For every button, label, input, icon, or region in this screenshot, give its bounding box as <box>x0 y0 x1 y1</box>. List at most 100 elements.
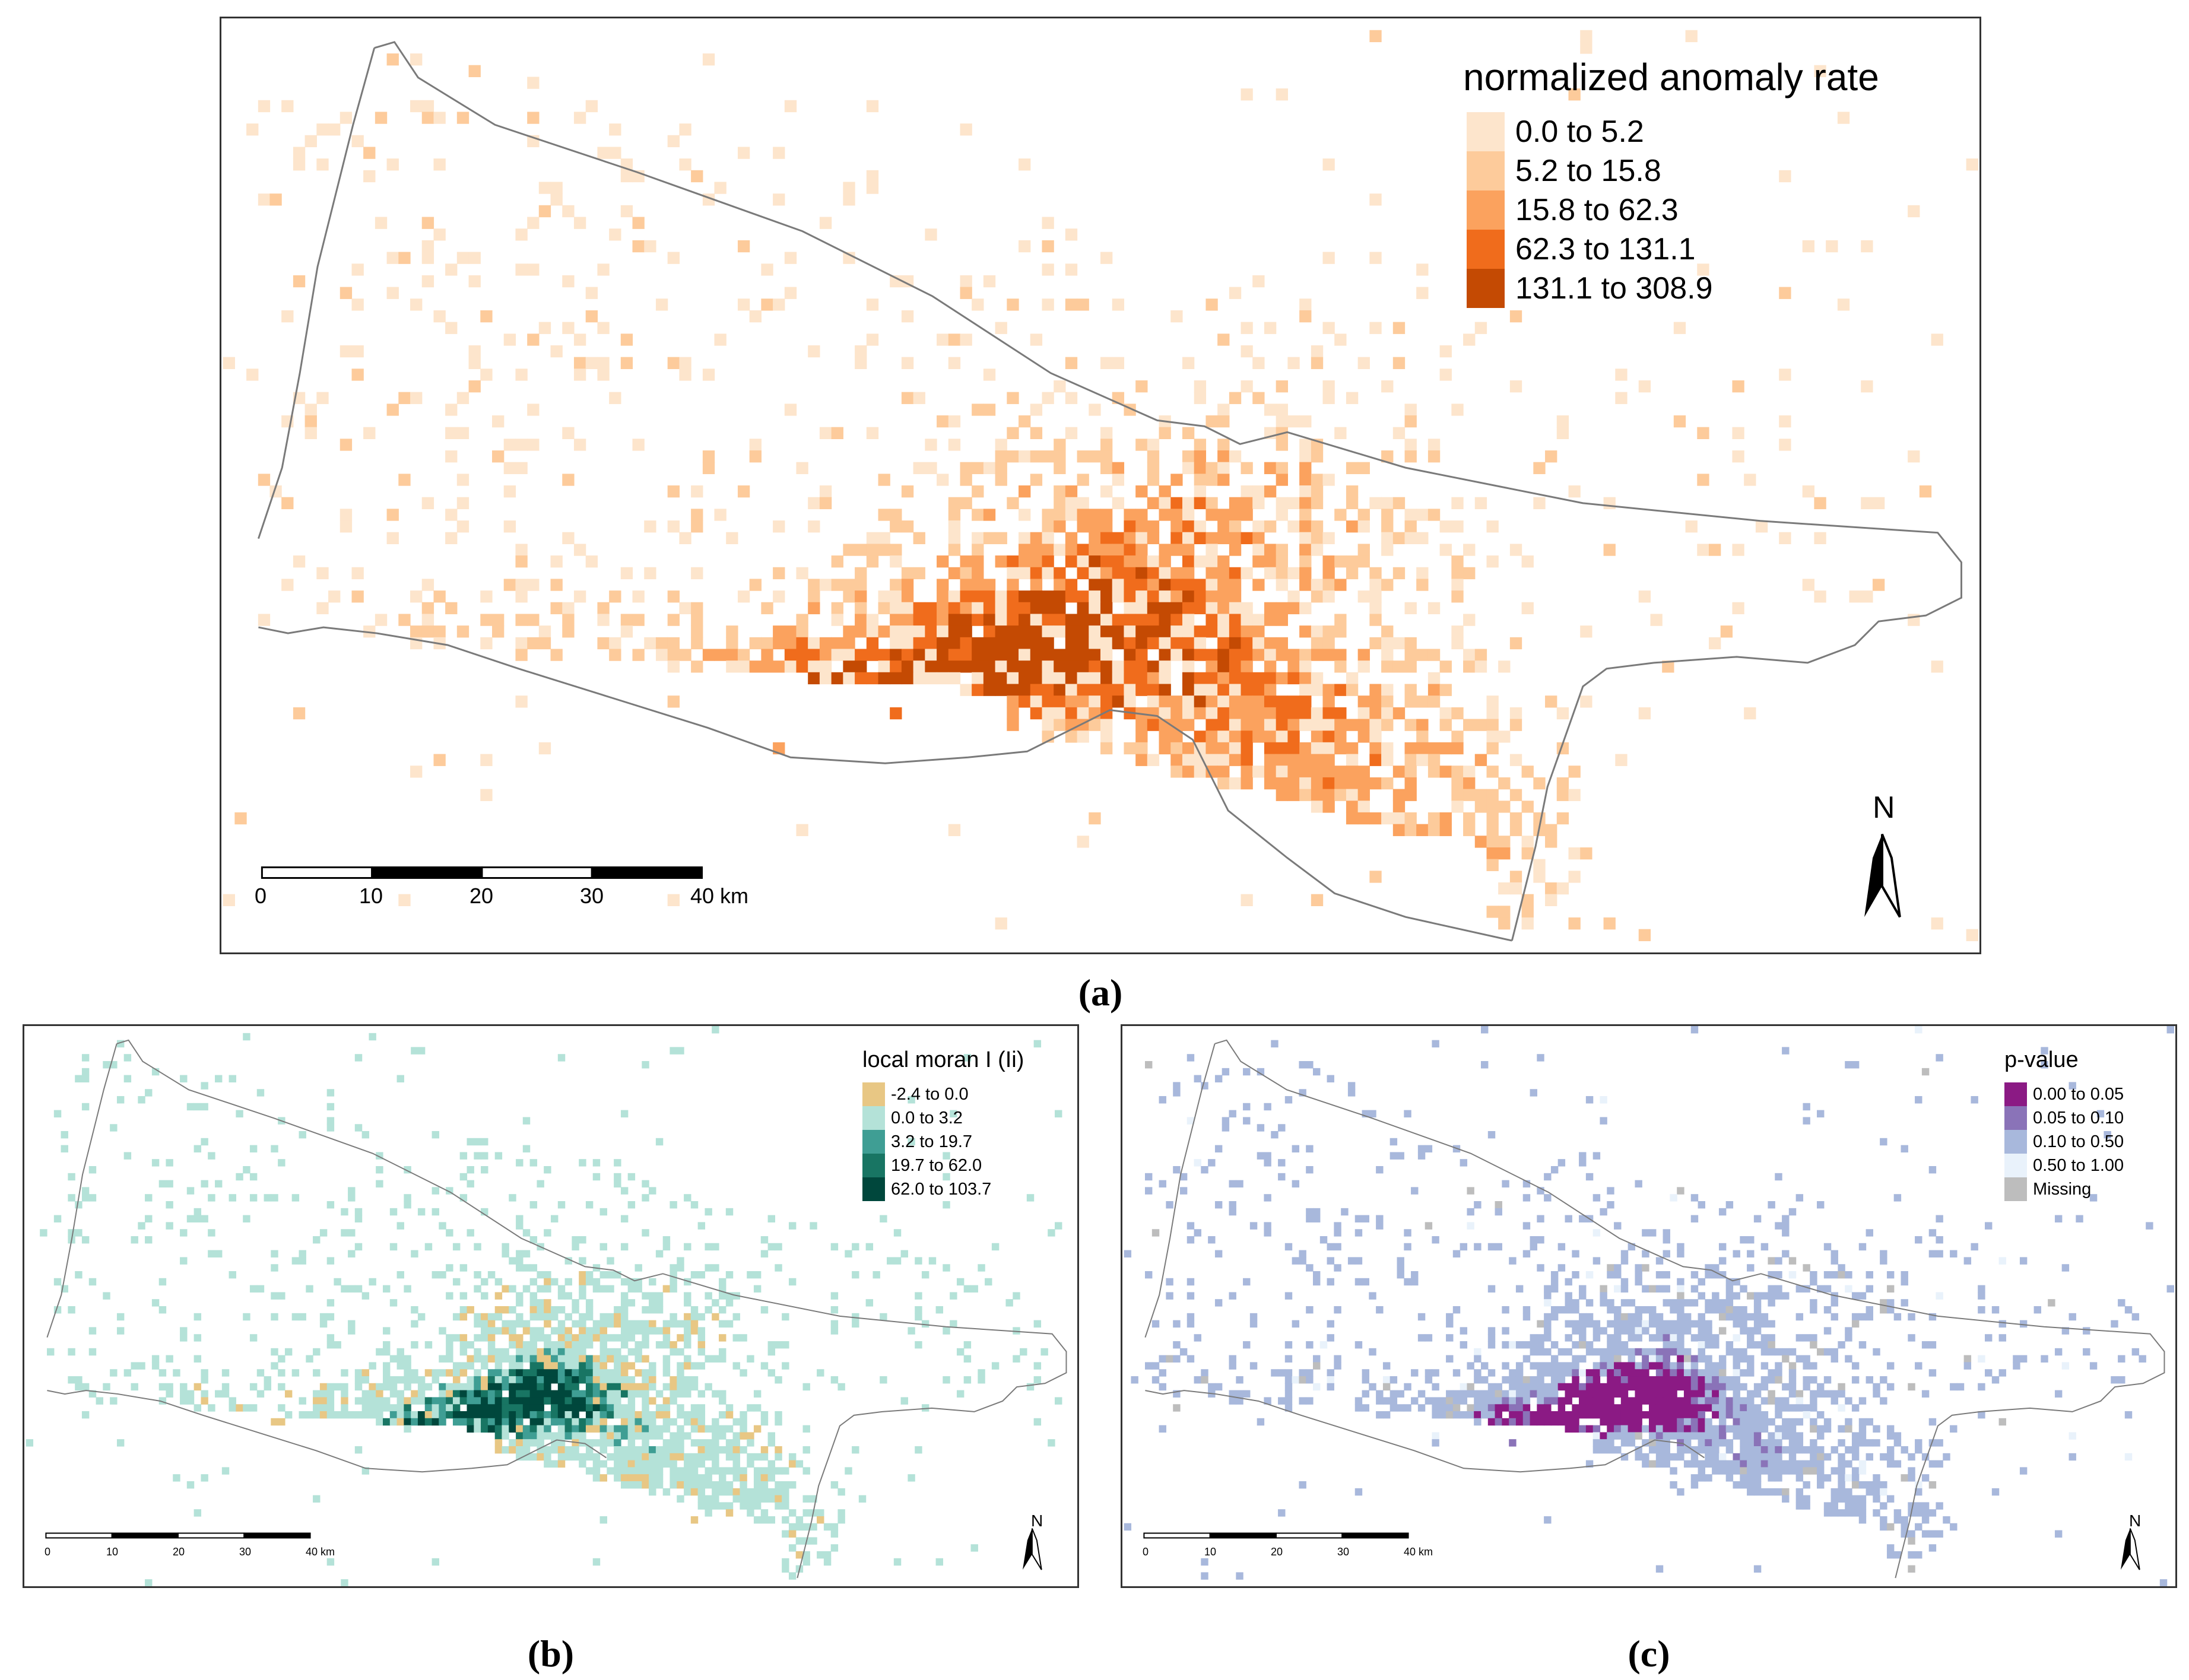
grid-cell <box>1276 474 1288 486</box>
grid-cell <box>1858 1516 1867 1524</box>
grid-cell <box>1950 1250 1958 1258</box>
grid-cell <box>1306 1306 1314 1314</box>
grid-cell <box>1705 1390 1712 1398</box>
grid-cell <box>1928 1530 1937 1538</box>
grid-cell <box>592 1558 601 1566</box>
grid-cell <box>481 1418 488 1426</box>
grid-cell <box>855 590 867 603</box>
grid-cell <box>830 1376 839 1384</box>
grid-cell <box>725 1320 734 1328</box>
grid-cell <box>1915 1502 1922 1510</box>
grid-cell <box>607 1432 614 1440</box>
grid-cell <box>1217 602 1230 615</box>
grid-cell <box>948 567 961 580</box>
grid-cell <box>1642 1306 1649 1314</box>
grid-cell <box>1607 1348 1614 1356</box>
grid-cell <box>697 1425 706 1433</box>
grid-cell <box>1893 1509 1902 1517</box>
grid-cell <box>592 1320 601 1328</box>
grid-cell <box>1760 1453 1769 1461</box>
grid-cell <box>1292 1376 1300 1384</box>
grid-cell <box>1579 1383 1587 1391</box>
grid-cell <box>1795 1488 1804 1496</box>
grid-cell <box>843 182 855 194</box>
grid-cell <box>1170 567 1183 580</box>
grid-cell <box>702 462 715 474</box>
grid-cell <box>1768 1467 1775 1475</box>
grid-cell <box>515 555 528 568</box>
grid-cell <box>1252 625 1265 638</box>
grid-cell <box>1276 637 1288 650</box>
grid-cell <box>564 1348 572 1356</box>
grid-cell <box>843 579 855 591</box>
grid-cell <box>1381 754 1394 766</box>
grid-cell <box>1432 1411 1439 1419</box>
grid-cell <box>494 1278 503 1286</box>
grid-cell <box>784 637 797 650</box>
grid-cell <box>1600 1390 1607 1398</box>
grid-cell <box>1194 754 1207 766</box>
grid-cell <box>1998 1369 2006 1377</box>
grid-cell <box>1712 1411 1720 1419</box>
grid-cell <box>341 1579 348 1586</box>
grid-cell <box>697 1446 706 1454</box>
grid-cell <box>348 1285 356 1293</box>
grid-cell <box>1389 1404 1398 1412</box>
grid-cell <box>1830 1390 1838 1398</box>
grid-cell <box>1100 672 1113 685</box>
grid-cell <box>719 1306 727 1314</box>
grid-cell <box>642 1320 649 1328</box>
grid-cell <box>627 1446 636 1454</box>
grid-cell <box>1782 1355 1790 1363</box>
grid-cell <box>1998 1257 2006 1265</box>
grid-cell <box>1112 579 1125 591</box>
grid-cell <box>1311 590 1324 603</box>
grid-cell <box>878 590 890 603</box>
grid-cell <box>1649 1320 1657 1328</box>
grid-cell <box>564 1313 572 1321</box>
grid-cells <box>26 1026 1062 1586</box>
grid-cell <box>1760 1341 1769 1349</box>
grid-cell <box>1635 1278 1642 1286</box>
grid-cell <box>1480 1404 1489 1412</box>
grid-cell <box>890 520 902 533</box>
grid-cell <box>1100 485 1113 498</box>
grid-cell <box>649 1187 656 1195</box>
grid-cell <box>1638 929 1651 941</box>
grid-cell <box>1557 1159 1566 1167</box>
grid-cell <box>1264 742 1277 755</box>
grid-cell <box>579 1355 586 1363</box>
grid-cell <box>705 1481 712 1489</box>
grid-cell <box>369 1390 376 1398</box>
grid-cell <box>1530 1383 1537 1391</box>
grid-cell <box>1620 1432 1629 1440</box>
grid-cell <box>369 1404 376 1412</box>
grid-cell <box>1901 1516 1908 1524</box>
grid-cell <box>1635 1180 1642 1188</box>
grid-cell <box>537 1397 544 1405</box>
grid-cell <box>1600 1292 1607 1300</box>
grid-cell <box>684 1411 691 1419</box>
grid-cell <box>1677 1488 1684 1496</box>
grid-cell <box>972 404 984 416</box>
grid-cell <box>599 1285 607 1293</box>
grid-cell <box>439 1327 446 1335</box>
grid-cell <box>1915 1523 1922 1531</box>
grid-cell <box>1276 789 1288 801</box>
grid-cell <box>667 614 680 626</box>
grid-cell <box>1823 1509 1832 1517</box>
grid-cell <box>1205 509 1218 521</box>
grid-cell <box>1030 427 1043 439</box>
grid-cell <box>557 1292 566 1300</box>
grid-cell <box>1760 1383 1769 1391</box>
grid-cell <box>852 1271 859 1279</box>
grid-cell <box>1276 754 1288 766</box>
grid-cell <box>1936 1054 1943 1062</box>
grid-cell <box>396 1222 404 1230</box>
grid-cell <box>655 1404 664 1412</box>
grid-cell <box>1557 1383 1566 1391</box>
grid-cell <box>467 1138 474 1146</box>
grid-cell <box>740 1418 747 1426</box>
grid-cell <box>410 625 423 638</box>
grid-cell <box>1649 1362 1657 1370</box>
